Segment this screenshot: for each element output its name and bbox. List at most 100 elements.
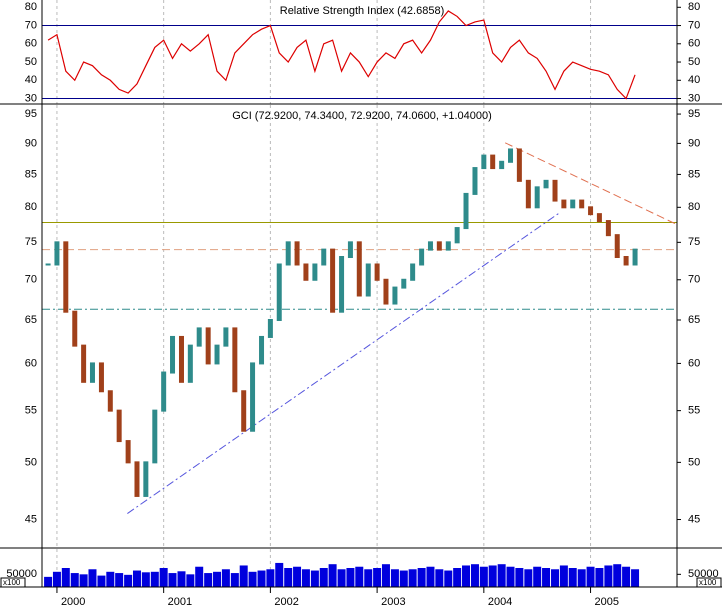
volume-bar — [542, 568, 551, 587]
price-bar — [116, 409, 122, 443]
volume-bar — [631, 569, 640, 587]
panel-title: Relative Strength Index (42.6858) — [280, 5, 445, 17]
price-bar — [454, 227, 460, 244]
y-tick-label: 60 — [25, 357, 37, 369]
price-bar — [614, 234, 620, 259]
price-bar — [632, 248, 638, 266]
price-bar — [427, 241, 433, 251]
volume-bar — [373, 568, 382, 587]
volume-bar — [275, 562, 284, 587]
y-tick-label: 65 — [25, 314, 37, 326]
volume-bar — [328, 564, 337, 587]
price-bar — [401, 278, 407, 289]
volume-bar — [417, 568, 426, 587]
volume-bar — [453, 568, 462, 587]
y-tick-label: 50 — [25, 456, 37, 468]
price-bar — [543, 179, 549, 189]
volume-bar — [479, 566, 488, 587]
volume-bar — [195, 566, 204, 587]
price-bar — [499, 160, 505, 170]
price-bar — [267, 318, 273, 338]
volume-bar — [399, 570, 408, 587]
volume-bar — [150, 571, 159, 587]
y-tick-label: 60 — [688, 38, 700, 50]
price-bar — [481, 154, 487, 170]
volume-bar — [230, 573, 239, 587]
volume-bar — [622, 566, 631, 587]
price-bar — [588, 206, 594, 216]
y-tick-label: 50 — [688, 56, 700, 68]
y-tick-label: 65 — [688, 314, 700, 326]
price-bar — [241, 390, 247, 432]
volume-bar — [506, 566, 515, 587]
price-bar — [45, 263, 51, 266]
volume-bar — [577, 569, 586, 587]
volume-bar — [204, 573, 213, 587]
volume-bar — [524, 569, 533, 587]
y-tick-label: 50000 — [688, 568, 719, 580]
price-bar — [410, 263, 416, 281]
price-bar — [383, 278, 389, 305]
price-bar — [472, 167, 478, 195]
y-tick-label: 75 — [688, 236, 700, 248]
volume-bar — [613, 564, 622, 587]
y-tick-label: 30 — [25, 92, 37, 104]
y-tick-label: 60 — [688, 357, 700, 369]
rsi-line — [47, 10, 636, 100]
price-bar — [552, 179, 558, 202]
price-bar — [525, 179, 531, 209]
x-tick-label: 2000 — [61, 596, 85, 608]
price-bar — [330, 248, 336, 313]
price-bar — [445, 241, 451, 251]
y-tick-label: 50 — [25, 56, 37, 68]
volume-bar — [70, 573, 79, 587]
volume-bar — [462, 565, 471, 587]
y-tick-label: 60 — [25, 38, 37, 50]
price-bar — [596, 213, 602, 223]
price-bar — [178, 335, 184, 383]
y-tick-label: 45 — [688, 513, 700, 525]
volume-bar — [444, 570, 453, 587]
price-bar — [214, 344, 220, 365]
price-bar — [356, 241, 362, 297]
price-bar — [187, 344, 193, 383]
volume-bar — [266, 569, 275, 587]
y-tick-label: 95 — [25, 108, 37, 120]
volume-bar — [310, 570, 319, 587]
price-bar — [374, 263, 380, 281]
trend-line — [504, 142, 678, 225]
price-bar — [81, 344, 87, 383]
volume-bar — [426, 566, 435, 587]
price-bar — [143, 461, 149, 497]
price-bar — [196, 327, 202, 347]
x-tick-label: 2003 — [381, 596, 405, 608]
volume-bar — [355, 566, 364, 587]
volume-bar — [284, 568, 293, 587]
price-bar — [516, 148, 522, 182]
volume-bar — [293, 566, 302, 587]
y-tick-label: 55 — [688, 405, 700, 417]
volume-bar — [319, 568, 328, 587]
price-bar — [89, 362, 95, 383]
volume-bar — [390, 569, 399, 587]
price-bar — [98, 362, 104, 393]
x-tick-label: 2002 — [274, 596, 298, 608]
y-tick-label: 40 — [688, 74, 700, 86]
price-bar — [232, 327, 238, 393]
y-tick-label: 90 — [688, 137, 700, 149]
y-tick-label: 80 — [25, 1, 37, 13]
y-tick-label: 55 — [25, 405, 37, 417]
price-bar — [170, 335, 176, 374]
volume-bar — [213, 571, 222, 587]
price-bar — [321, 248, 327, 266]
price-bar — [303, 263, 309, 281]
y-tick-label: 80 — [688, 1, 700, 13]
volume-bar — [586, 566, 595, 587]
y-tick-label: 70 — [688, 274, 700, 286]
y-tick-label: 85 — [688, 168, 700, 180]
price-bar — [339, 256, 345, 313]
volume-bar — [239, 565, 248, 587]
price-bar — [392, 286, 398, 305]
volume-bar — [115, 573, 124, 587]
